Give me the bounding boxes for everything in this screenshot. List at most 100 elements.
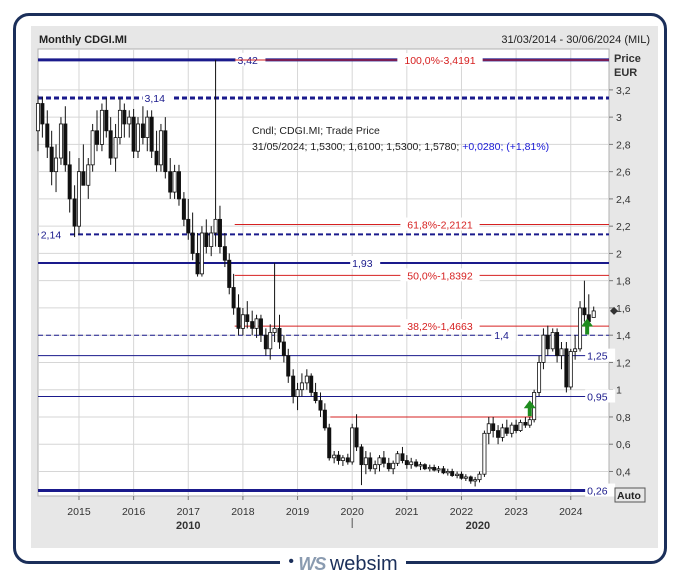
level-label-bg [585,483,616,497]
candle-up [268,332,273,350]
level-label: 0,26 [587,486,608,498]
candle-down [122,109,127,125]
y-tick-label: 1,4 [616,330,631,342]
candle-down [140,123,145,138]
level-label-bg [350,255,381,269]
candle-down [582,307,587,316]
candle-down [400,453,405,461]
fib-label-bg [400,217,480,231]
candle-up [509,424,514,434]
y-tick-label: 3,2 [616,85,631,97]
candle-down [186,218,191,234]
info-line-2: 31/05/2024; 1,5300; 1,6100; 1,5300; 1,57… [252,141,549,153]
candle-down [555,332,560,357]
candle-up [373,464,378,470]
fibonacci-levels: 100,0%-3,4191 61,8%-2,2121 50,0%-1,8392 38,… [234,53,609,418]
candle-down [258,318,263,336]
candle-up [99,109,104,145]
candle-down [204,232,209,248]
candle-up [486,423,491,434]
level-label: 1,25 [587,351,608,363]
date-range: 31/03/2014 - 30/06/2024 (MIL) [501,34,650,46]
candle-down [217,218,222,248]
x-tick-label: 2021 [395,506,419,518]
auto-scale-label[interactable]: Auto [617,490,641,502]
candle-up [213,218,218,234]
candle-up [158,130,163,166]
candle-down [67,164,72,200]
logo-text: websim [329,553,398,575]
candle-down [359,446,364,466]
candle-down [181,198,186,220]
fib-label: 100,0%-3,4191 [404,55,475,67]
candle-up [518,422,523,431]
candle-up [254,318,259,329]
candle-up [527,419,532,426]
candle-up [350,427,355,463]
candle-down [291,375,296,397]
candle-down [368,457,373,470]
y-tick-label: 2,6 [616,167,631,179]
candle-up [240,314,245,329]
candle-up [591,310,596,318]
websim-logo: • WS websim [0,553,686,579]
candle-down [108,130,113,159]
candle-down [327,427,332,459]
logo-mark: WS [298,554,326,574]
candle-down [250,321,255,329]
candles [36,59,596,487]
candle-down [322,409,327,429]
candle-up [391,462,396,470]
candle-up [86,164,91,186]
logo-dot-icon: • [288,553,294,570]
candle-up [127,116,132,125]
candle-down [404,460,409,466]
candle-down [49,146,54,173]
candle-down [190,232,195,254]
candle-up [199,232,204,275]
y-tick-label: 0,4 [616,466,631,478]
y-axis: 3,2 3 2,8 2,6 2,4 2,2 2 1,8 1,6 1,4 1,2 1 0,8 0,6 0,4 [609,85,631,478]
decade-label: 2010 [176,520,200,532]
x-tick-label: 2024 [559,506,583,518]
candle-up [418,464,423,467]
candle-down [163,130,168,173]
candle-up [304,375,309,384]
level-label-bg [585,389,616,403]
candle-down [468,476,473,482]
candle-down [154,150,159,166]
candle-down [149,116,154,152]
candle-down [263,334,268,350]
candle-up [295,389,300,397]
candle-down [176,171,181,200]
candle-up [395,453,400,464]
y-tick-label: 2 [616,248,622,260]
candle-up [473,479,478,482]
y-tick-label: 1,2 [616,357,631,369]
y-tick-label: 1 [616,385,622,397]
level-label: 1,4 [494,330,509,342]
candle-down [40,103,45,125]
candle-down [168,171,173,193]
candle-up [54,157,59,173]
signal-markers [523,306,618,417]
candle-down [63,123,68,166]
candle-down [450,471,455,476]
auto-scale-button[interactable] [614,487,646,503]
last-price-icon [610,306,618,315]
price-axis-unit: EUR [614,67,637,79]
candle-down [345,457,350,463]
candle-up [299,382,304,391]
up-arrow-icon [581,318,594,335]
level-label: 0,95 [587,392,608,404]
level-label: 3,14 [145,93,166,105]
level-label-bg [492,328,516,342]
x-tick-label: 2019 [286,506,310,518]
level-label-bg [142,91,173,105]
candle-down [545,334,550,350]
up-arrow-icon [523,400,536,417]
candle-down [514,424,519,431]
y-tick-label: 1,6 [616,303,631,315]
candle-up [340,457,345,461]
